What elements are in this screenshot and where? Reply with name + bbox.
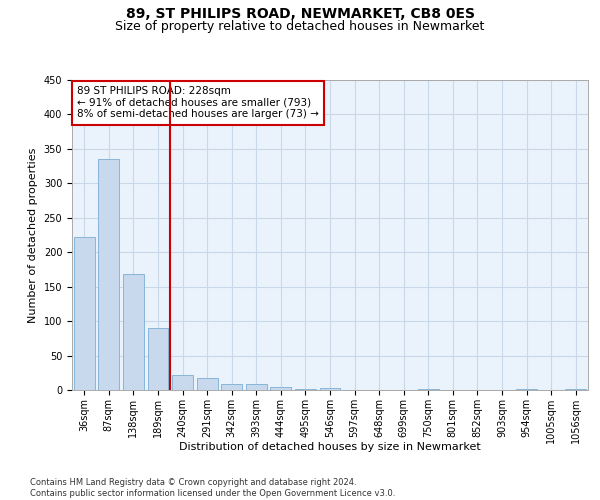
- Y-axis label: Number of detached properties: Number of detached properties: [28, 148, 38, 322]
- Bar: [221, 384, 242, 390]
- Bar: [98, 159, 119, 390]
- Bar: [123, 274, 144, 390]
- Text: Contains HM Land Registry data © Crown copyright and database right 2024.
Contai: Contains HM Land Registry data © Crown c…: [30, 478, 395, 498]
- Bar: [246, 384, 267, 390]
- Text: Distribution of detached houses by size in Newmarket: Distribution of detached houses by size …: [179, 442, 481, 452]
- Text: 89 ST PHILIPS ROAD: 228sqm
← 91% of detached houses are smaller (793)
8% of semi: 89 ST PHILIPS ROAD: 228sqm ← 91% of deta…: [77, 86, 319, 120]
- Bar: [74, 237, 95, 390]
- Bar: [148, 328, 169, 390]
- Bar: [516, 388, 537, 390]
- Bar: [320, 388, 340, 390]
- Bar: [197, 378, 218, 390]
- Text: Size of property relative to detached houses in Newmarket: Size of property relative to detached ho…: [115, 20, 485, 33]
- Bar: [172, 375, 193, 390]
- Bar: [271, 386, 292, 390]
- Text: 89, ST PHILIPS ROAD, NEWMARKET, CB8 0ES: 89, ST PHILIPS ROAD, NEWMARKET, CB8 0ES: [125, 8, 475, 22]
